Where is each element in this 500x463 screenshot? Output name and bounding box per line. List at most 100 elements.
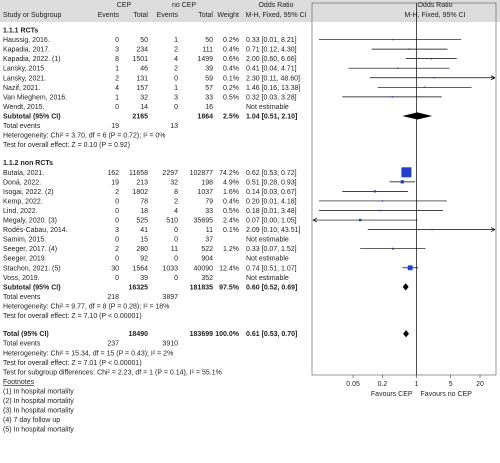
ci-text: 0.33 [0.01, 8.21] — [246, 37, 297, 44]
nocep-total: 57 — [205, 85, 213, 92]
overall-events-cep: 237 — [107, 341, 119, 348]
x-tick-label: 0.05 — [346, 381, 360, 388]
overall-heterogeneity: Heterogeneity: Chi² = 15.34, df = 15 (P … — [3, 350, 173, 357]
nocep-total: 11 — [206, 227, 213, 234]
study-name: Rodés-Cabau, 2014. — [3, 227, 68, 234]
study-name: Doná, 2022. — [3, 179, 41, 186]
nocep-total: 352 — [201, 275, 213, 282]
weight-value: 1.2% — [223, 246, 239, 253]
cep-events: 4 — [115, 85, 119, 92]
nocep-total: 35695 — [194, 218, 214, 225]
nocep-total: 50 — [205, 37, 213, 44]
study-name: Wendt, 2015. — [3, 104, 45, 111]
header-nocep-total: Total — [198, 12, 213, 19]
nocep-total: 111 — [202, 47, 213, 54]
nocep-events: 2 — [174, 198, 178, 205]
overall-events-nocep: 3910 — [162, 341, 178, 348]
cep-total: 18 — [140, 208, 148, 215]
effect-square — [430, 57, 432, 60]
ci-text: 0.41 [0.04, 4.71] — [246, 66, 297, 73]
weight-value: 0.4% — [223, 47, 239, 54]
weight-value: 2.4% — [223, 218, 239, 225]
nocep-total: 16 — [205, 104, 213, 111]
effect-square — [423, 86, 426, 88]
cep-events: 0 — [115, 237, 119, 244]
study-name: Stachon, 2021. (5) — [3, 265, 61, 272]
nocep-total: 33 — [205, 94, 213, 101]
cep-total: 1564 — [132, 265, 148, 272]
study-name: Isogai, 2022. (2) — [3, 189, 54, 196]
heterogeneity-text: Heterogeneity: Chi² = 3.70, df = 6 (P = … — [3, 133, 166, 140]
ci-text: Not estimable — [246, 104, 289, 111]
study-name: Kapadia, 2022. (1) — [3, 56, 61, 63]
x-tick-label: 0.2 — [378, 381, 388, 388]
effect-square — [431, 228, 433, 231]
nocep-events: 1033 — [162, 265, 178, 272]
header-or-sub-right: M-H, Fixed, 95% CI — [404, 12, 465, 19]
weight-value: 1.6% — [223, 189, 239, 196]
nocep-events: 4 — [174, 56, 178, 63]
total-events-nocep: 13 — [170, 123, 178, 130]
weight-value: 0.1% — [223, 227, 239, 234]
cep-events: 1 — [115, 66, 119, 73]
ci-text: 2.30 [0.11, 48.60] — [246, 75, 300, 82]
total-events-cep: 218 — [107, 294, 119, 301]
effect-square — [408, 48, 410, 50]
header-weight: Weight — [217, 12, 239, 19]
header-nocep: no CEP — [172, 2, 196, 9]
footnote-item: (4) 7 day follow up — [3, 417, 60, 424]
ci-text: Not estimable — [246, 237, 289, 244]
subgroup-diff-text: Test for subgroup differences: Chi² = 2.… — [3, 369, 222, 376]
effect-square — [392, 38, 394, 41]
nocep-total: 40090 — [194, 265, 214, 272]
effect-square — [373, 190, 376, 193]
subtotal-weight: 97.5% — [219, 284, 240, 291]
cep-events: 0 — [115, 275, 119, 282]
overall-effect: Test for overall effect: Z = 7.01 (P < 0… — [3, 360, 142, 367]
cep-events: 162 — [107, 170, 119, 177]
cep-total: 41 — [140, 227, 148, 234]
study-name: Seeger, 2017. (4) — [3, 246, 57, 253]
overall-effect-text: Test for overall effect: Z = 7.10 (P < 0… — [3, 313, 142, 320]
nocep-events: 1 — [174, 37, 178, 44]
effect-square — [407, 265, 413, 271]
study-name: Lansky, 2015 — [3, 66, 44, 73]
total-cep-total: 18490 — [129, 331, 149, 338]
total-events-label: Total events — [3, 294, 41, 301]
subtotal-label: Subtotal (95% CI) — [3, 113, 61, 120]
cep-total: 15 — [140, 237, 148, 244]
nocep-events: 2297 — [162, 170, 178, 177]
cep-events: 0 — [115, 256, 119, 263]
nocep-events: 0 — [174, 256, 178, 263]
effect-square — [379, 209, 381, 212]
header-or-sub-left: M-H, Fixed, 95% CI — [245, 12, 306, 19]
ci-text: 2.00 [0.60, 6.66] — [246, 56, 297, 63]
study-name: Samim, 2015. — [3, 237, 46, 244]
heterogeneity-text: Heterogeneity: Chi² = 9.77, df = 8 (P = … — [3, 303, 169, 310]
nocep-events: 3 — [174, 94, 178, 101]
ci-text: 0.74 [0.51, 1.07] — [246, 265, 297, 272]
nocep-total: 37 — [205, 237, 213, 244]
cep-events: 0 — [115, 37, 119, 44]
ci-text: 0.51 [0.28, 0.93] — [246, 179, 297, 186]
cep-events: 8 — [115, 56, 119, 63]
study-name: Megaly, 2020. (3) — [3, 218, 57, 225]
effect-square — [401, 167, 412, 178]
cep-total: 525 — [136, 218, 148, 225]
header-cep-total: Total — [133, 12, 148, 19]
subtotal-cep-total: 2165 — [132, 113, 148, 120]
x-tick-label: 5 — [449, 381, 453, 388]
weight-value: 0.4% — [223, 66, 239, 73]
total-diamond — [403, 330, 409, 338]
footnotes-title: Footnotes — [3, 379, 35, 386]
nocep-total: 1037 — [197, 189, 213, 196]
cep-total: 78 — [140, 198, 148, 205]
nocep-total: 33 — [205, 208, 213, 215]
favours-nocep-label: Favours no CEP — [421, 391, 473, 398]
cep-events: 2 — [115, 189, 119, 196]
cep-total: 46 — [140, 66, 148, 73]
cep-events: 0 — [115, 218, 119, 225]
weight-value: 0.2% — [223, 85, 239, 92]
header-or-right: Odds Ratio — [417, 2, 452, 9]
